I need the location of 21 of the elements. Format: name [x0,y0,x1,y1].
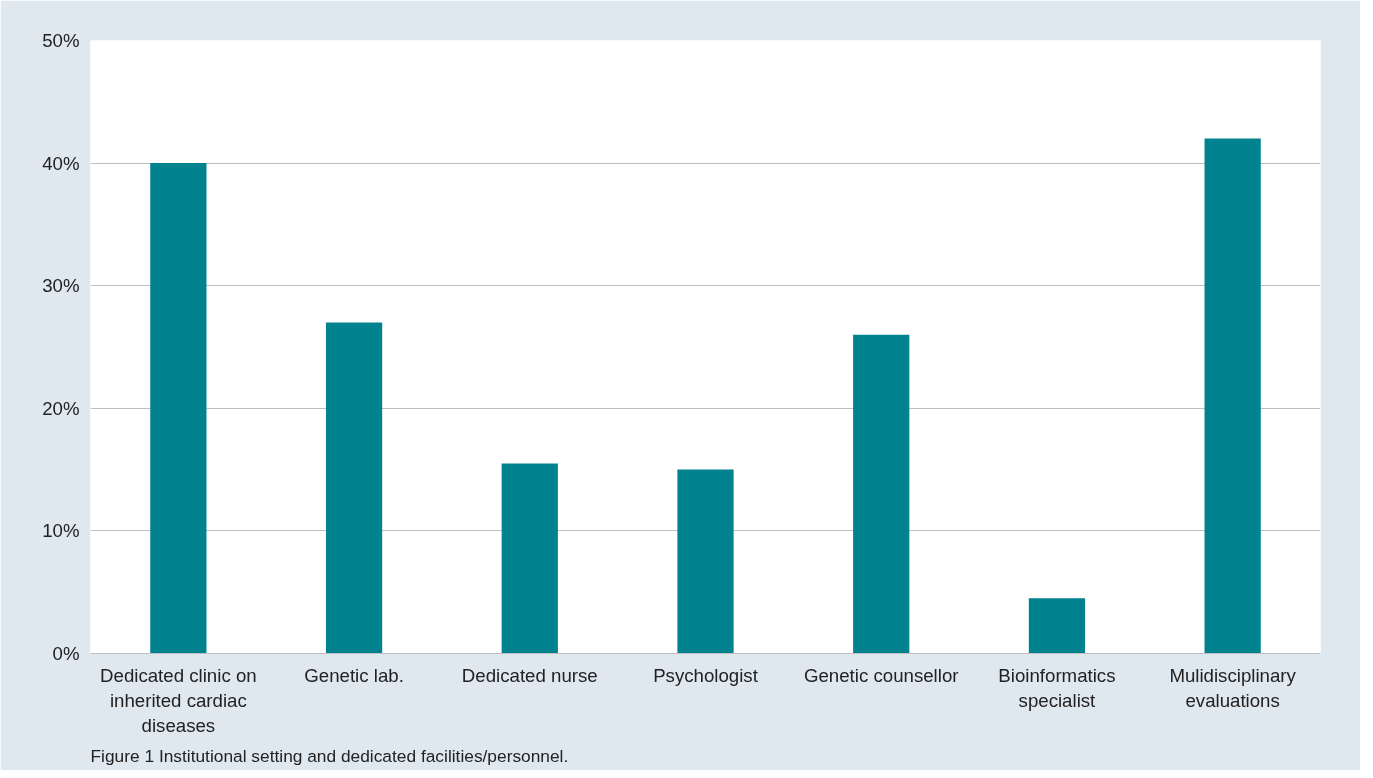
bar [501,463,558,654]
y-tick-label: 10% [42,520,80,542]
bar [325,322,383,654]
bar [1204,138,1261,654]
y-tick-label: 20% [42,397,80,419]
x-tick-label: Dedicated nurse [461,664,598,686]
bar [677,469,734,654]
x-tick-label: Bioinformatics specialist [998,664,1116,711]
y-tick-label: 30% [42,275,80,297]
x-tick-label: Dedicated clinic on inherited cardiac diseases [100,664,257,736]
caption: Figure 1 Institutional setting and dedicated facilities/personnel. [90,745,569,766]
bar [1028,598,1086,654]
x-tick-label: Mulidisciplinary evaluations [1169,664,1297,711]
x-tick-label: Genetic counsellor [803,664,959,686]
y-tick-label: 40% [42,152,80,174]
x-tick-label: Psychologist [653,664,759,686]
y-tick-label: 50% [42,30,80,51]
bar [853,334,910,654]
bar [150,163,207,654]
x-tick-label: Genetic lab. [304,664,404,686]
y-tick-label: 0% [52,643,80,664]
